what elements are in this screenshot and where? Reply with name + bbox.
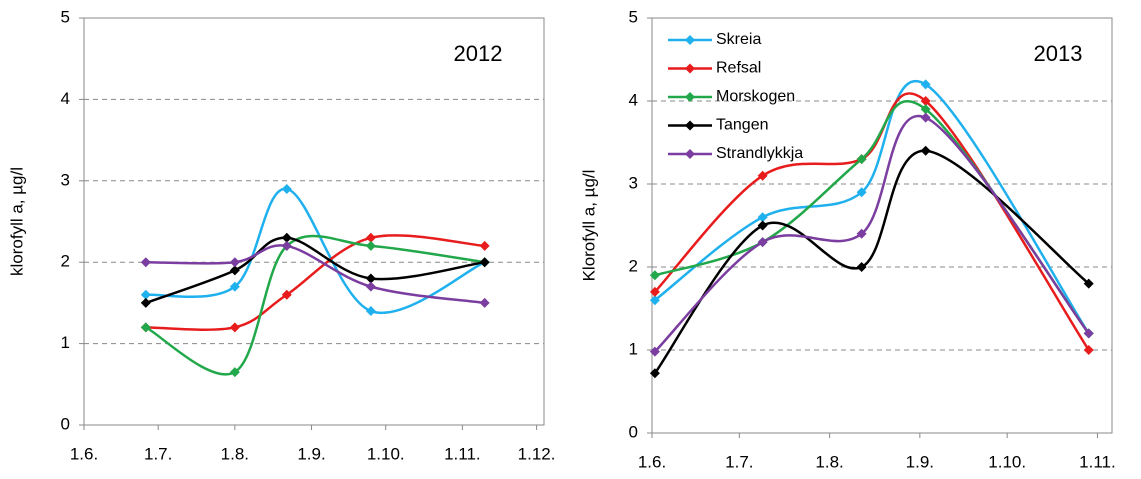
marker bbox=[856, 228, 867, 239]
marker bbox=[281, 289, 292, 300]
annotation: 2013 bbox=[1034, 41, 1083, 66]
x-tick-label: 1.8. bbox=[815, 452, 843, 471]
legend-label: Morskogen bbox=[716, 88, 795, 105]
marker bbox=[229, 265, 240, 276]
series-line bbox=[145, 234, 485, 376]
plot-border bbox=[83, 17, 545, 426]
y-tick-label: 1 bbox=[629, 339, 638, 358]
x-tick-label: 1.9. bbox=[297, 444, 325, 463]
marker bbox=[757, 212, 768, 223]
y-tick-label: 2 bbox=[61, 252, 70, 271]
marker bbox=[479, 257, 490, 268]
x-tick-label: 1.8. bbox=[221, 444, 249, 463]
series-line bbox=[145, 234, 485, 331]
marker bbox=[229, 367, 240, 378]
x-tick-label: 1.10. bbox=[367, 444, 405, 463]
legend-marker bbox=[685, 120, 695, 131]
marker bbox=[365, 281, 376, 292]
marker bbox=[281, 183, 292, 194]
series-line bbox=[654, 114, 1090, 353]
x-tick-label: 1.11. bbox=[1079, 452, 1116, 471]
x-tick-label: 1.6. bbox=[70, 444, 98, 463]
y-tick-label: 3 bbox=[61, 170, 70, 189]
y-tick-label: 0 bbox=[629, 422, 638, 441]
marker bbox=[856, 262, 867, 272]
marker bbox=[140, 297, 151, 308]
marker bbox=[649, 295, 660, 306]
marker bbox=[365, 273, 376, 284]
legend-marker bbox=[685, 149, 695, 159]
x-tick-label: 1.7. bbox=[144, 444, 172, 463]
legend-marker bbox=[685, 35, 695, 45]
y-tick-label: 0 bbox=[61, 414, 70, 433]
legend-marker bbox=[685, 63, 695, 74]
annotation: 2012 bbox=[454, 41, 503, 66]
x-tick-label: 1.11. bbox=[444, 444, 481, 463]
marker bbox=[365, 232, 376, 243]
marker bbox=[140, 257, 151, 268]
marker bbox=[229, 281, 240, 292]
marker bbox=[281, 240, 292, 251]
marker bbox=[1083, 328, 1094, 339]
marker bbox=[856, 154, 867, 165]
x-tick-label: 1.6. bbox=[638, 452, 666, 471]
y-tick-label: 5 bbox=[629, 7, 638, 26]
x-tick-label: 1.12. bbox=[518, 444, 556, 463]
marker bbox=[479, 297, 490, 308]
plot-border bbox=[651, 17, 1113, 434]
legend-label: Strandlykkja bbox=[716, 145, 803, 162]
marker bbox=[856, 187, 867, 198]
marker bbox=[649, 368, 660, 379]
marker bbox=[920, 96, 931, 106]
y-tick-label: 4 bbox=[61, 89, 70, 108]
marker bbox=[479, 240, 490, 251]
marker bbox=[281, 232, 292, 243]
y-tick-label: 2 bbox=[629, 256, 638, 275]
marker bbox=[649, 270, 660, 281]
legend-label: Skreia bbox=[716, 31, 761, 48]
marker bbox=[365, 240, 376, 251]
y-tick-label: 1 bbox=[61, 333, 70, 352]
marker bbox=[1083, 345, 1094, 355]
marker bbox=[920, 79, 931, 90]
legend-label: Tangen bbox=[716, 117, 769, 134]
marker bbox=[1083, 278, 1094, 289]
marker bbox=[649, 286, 660, 297]
y-tick-label: 5 bbox=[61, 7, 70, 26]
marker bbox=[649, 346, 660, 357]
marker bbox=[365, 306, 376, 317]
marker bbox=[920, 104, 931, 115]
legend-marker bbox=[685, 92, 695, 102]
marker bbox=[229, 257, 240, 268]
marker bbox=[140, 322, 151, 333]
y-axis-label: klorofyll a, µg/l bbox=[7, 167, 26, 276]
y-tick-label: 4 bbox=[629, 90, 638, 109]
y-axis-label: Klorofyll a, µg/l bbox=[579, 170, 598, 282]
marker bbox=[757, 170, 768, 181]
y-tick-label: 3 bbox=[629, 173, 638, 192]
x-tick-label: 1.7. bbox=[725, 452, 753, 471]
x-tick-label: 1.9. bbox=[906, 452, 934, 471]
marker bbox=[140, 289, 151, 300]
marker bbox=[757, 237, 768, 248]
x-tick-label: 1.10. bbox=[988, 452, 1026, 471]
series-line bbox=[654, 80, 1090, 335]
marker bbox=[229, 322, 240, 333]
marker bbox=[920, 145, 931, 156]
marker bbox=[920, 112, 931, 123]
legend-label: Refsal bbox=[716, 60, 761, 77]
marker bbox=[757, 220, 768, 231]
